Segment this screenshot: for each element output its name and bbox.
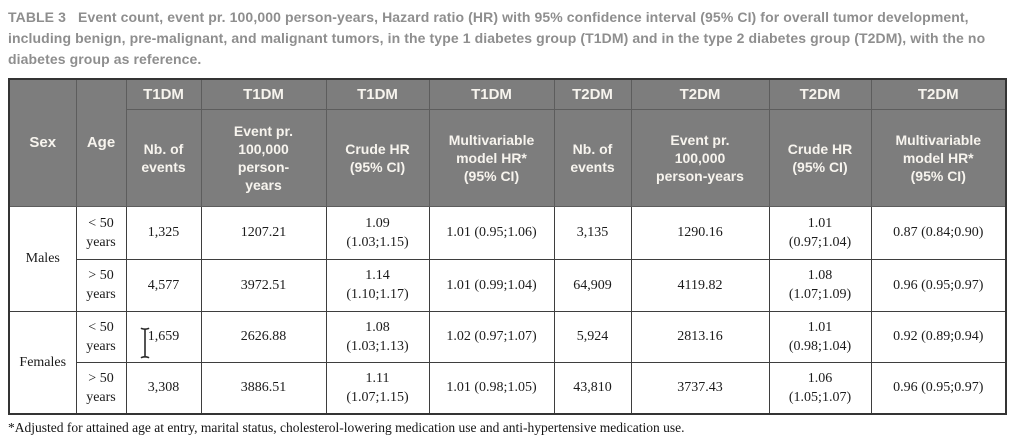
cell-females-under50-t1dm-crude: 1.08 (1.03;1.13): [325, 310, 430, 363]
ci-value: (0.98;1.04): [788, 338, 852, 354]
subheader-t1dm-rate: Event pr. 100,000 person- years: [200, 108, 327, 207]
cell-males-under50-t1dm-rate: 1207.21: [200, 205, 327, 260]
header-age: Age: [75, 78, 127, 207]
cell-males-under50-t1dm-events: 1,325: [125, 205, 202, 260]
cell-females-under50-t2dm-rate: 2813.16: [630, 310, 770, 363]
table-row-females-under50: Females < 50 years 1,659 2626.88 1.08 (1…: [8, 310, 1007, 415]
group-header-t1dm-crude: T1DM: [325, 78, 430, 110]
group-header-t2dm-crude: T2DM: [768, 78, 872, 110]
hr-value: 1.01: [807, 319, 833, 335]
hr-value: 1.09: [365, 215, 390, 231]
cell-females-over50-t2dm-multivariable: 0.96 (0.95;0.97): [870, 361, 1007, 415]
cell-males-under50-t2dm-events: 3,135: [553, 205, 632, 260]
cell-males-under50-t1dm-multivariable: 1.01 (0.95;1.06): [428, 205, 555, 260]
cell-females-over50-t1dm-rate: 3886.51: [200, 361, 327, 415]
ci-value: (0.97;1.04): [788, 234, 852, 250]
ci-value: (1.03;1.15): [346, 234, 409, 250]
table-caption-label: TABLE 3: [8, 9, 66, 25]
cell-females-under50-t1dm-multivariable: 1.02 (0.97;1.07): [428, 310, 555, 363]
cell-females-under50-age: < 50 years: [75, 310, 127, 363]
cell-females-under50-t1dm-events: 1,659: [125, 310, 202, 363]
subheader-t1dm-multivariable: Multivariable model HR* (95% CI): [428, 108, 555, 207]
header-sex: Sex: [8, 78, 77, 207]
subheader-t2dm-rate: Event pr. 100,000 person-years: [630, 108, 770, 207]
ci-value: (1.05;1.07): [788, 389, 852, 405]
cell-males-over50-t1dm-rate: 3972.51: [200, 258, 327, 312]
hr-value: 1.08: [807, 268, 833, 283]
ci-value: (1.03;1.13): [346, 338, 409, 354]
ci-value: (1.07;1.15): [346, 389, 409, 405]
hr-value: 1.06: [807, 370, 833, 386]
cell-males-over50-t2dm-rate: 4119.82: [630, 258, 770, 312]
group-header-t1dm-events: T1DM: [125, 78, 202, 110]
group-header-t1dm-rate: T1DM: [200, 78, 327, 110]
ci-value: (1.07;1.09): [788, 287, 852, 302]
hr-value: 1.14: [365, 268, 390, 283]
cell-females-over50-t1dm-multivariable: 1.01 (0.98;1.05): [428, 361, 555, 415]
group-header-t2dm-events: T2DM: [553, 78, 632, 110]
row-header-females: Females: [8, 310, 77, 415]
cell-males-over50-t2dm-multivariable: 0.96 (0.95;0.97): [870, 258, 1007, 312]
group-header-t1dm-multivariable: T1DM: [428, 78, 555, 110]
table-footnote: *Adjusted for attained age at entry, mar…: [8, 420, 685, 435]
subheader-t1dm-crude: Crude HR (95% CI): [325, 108, 430, 207]
header-group-row: Sex Age T1DM T1DM T1DM T1DM T2DM T2DM T2…: [8, 78, 1007, 207]
cell-males-over50-t1dm-crude: 1.14 (1.10;1.17): [325, 258, 430, 312]
cell-females-under50-t2dm-events: 5,924: [553, 310, 632, 363]
subheader-t2dm-events: Nb. of events: [553, 108, 632, 207]
cell-males-under50-age: < 50 years: [75, 205, 127, 260]
cell-males-over50-t1dm-multivariable: 1.01 (0.99;1.04): [428, 258, 555, 312]
table-row-males-under50: Males < 50 years 1,325 1207.21 1.09 (1.0…: [8, 205, 1007, 312]
cell-females-over50-t1dm-events: 3,308: [125, 361, 202, 415]
cell-males-under50-t1dm-crude: 1.09 (1.03;1.15): [325, 205, 430, 260]
row-header-males: Males: [8, 205, 77, 312]
table-row-females-over50: > 50 years 3,308 3886.51 1.11 (1.07;1.15…: [9, 361, 1007, 415]
group-header-t2dm-multivariable: T2DM: [870, 78, 1007, 110]
subheader-t2dm-crude: Crude HR (95% CI): [768, 108, 872, 207]
subheader-t2dm-multivariable: Multivariable model HR* (95% CI): [870, 108, 1007, 207]
cell-females-over50-t1dm-crude: 1.11 (1.07;1.15): [325, 361, 430, 415]
cell-females-over50-t2dm-crude: 1.06 (1.05;1.07): [768, 361, 872, 415]
table-caption: TABLE 3 Event count, event pr. 100,000 pe…: [8, 7, 998, 70]
cell-females-under50-t1dm-rate: 2626.88: [200, 310, 327, 363]
subheader-t1dm-events: Nb. of events: [125, 108, 202, 207]
cell-females-under50-t2dm-crude: 1.01 (0.98;1.04): [768, 310, 872, 363]
cell-females-over50-t2dm-events: 43,810: [553, 361, 632, 415]
table-row-males-over50: > 50 years 4,577 3972.51 1.14 (1.10;1.17…: [9, 258, 1007, 312]
ci-value: (1.10;1.17): [346, 287, 409, 302]
table-caption-text: Event count, event pr. 100,000 person-ye…: [8, 9, 986, 67]
cell-males-over50-t2dm-events: 64,909: [553, 258, 632, 312]
group-header-t2dm-rate: T2DM: [630, 78, 770, 110]
hr-value: 1.08: [365, 319, 390, 335]
cell-males-over50-t2dm-crude: 1.08 (1.07;1.09): [768, 258, 872, 312]
cell-males-over50-t1dm-events: 4,577: [125, 258, 202, 312]
cell-females-over50-age: > 50 years: [75, 361, 127, 415]
cell-males-under50-t2dm-multivariable: 0.87 (0.84;0.90): [870, 205, 1007, 260]
cell-females-under50-t2dm-multivariable: 0.92 (0.89;0.94): [870, 310, 1007, 363]
header-sub-row: Nb. of events Event pr. 100,000 person- …: [9, 108, 1007, 207]
hr-value: 1.11: [365, 370, 390, 386]
results-table: Sex Age T1DM T1DM T1DM T1DM T2DM T2DM T2…: [8, 78, 1007, 415]
hr-value: 1.01: [807, 215, 833, 231]
cell-females-over50-t2dm-rate: 3737.43: [630, 361, 770, 415]
cell-males-under50-t2dm-crude: 1.01 (0.97;1.04): [768, 205, 872, 260]
cell-males-under50-t2dm-rate: 1290.16: [630, 205, 770, 260]
cell-males-over50-age: > 50 years: [75, 258, 127, 312]
